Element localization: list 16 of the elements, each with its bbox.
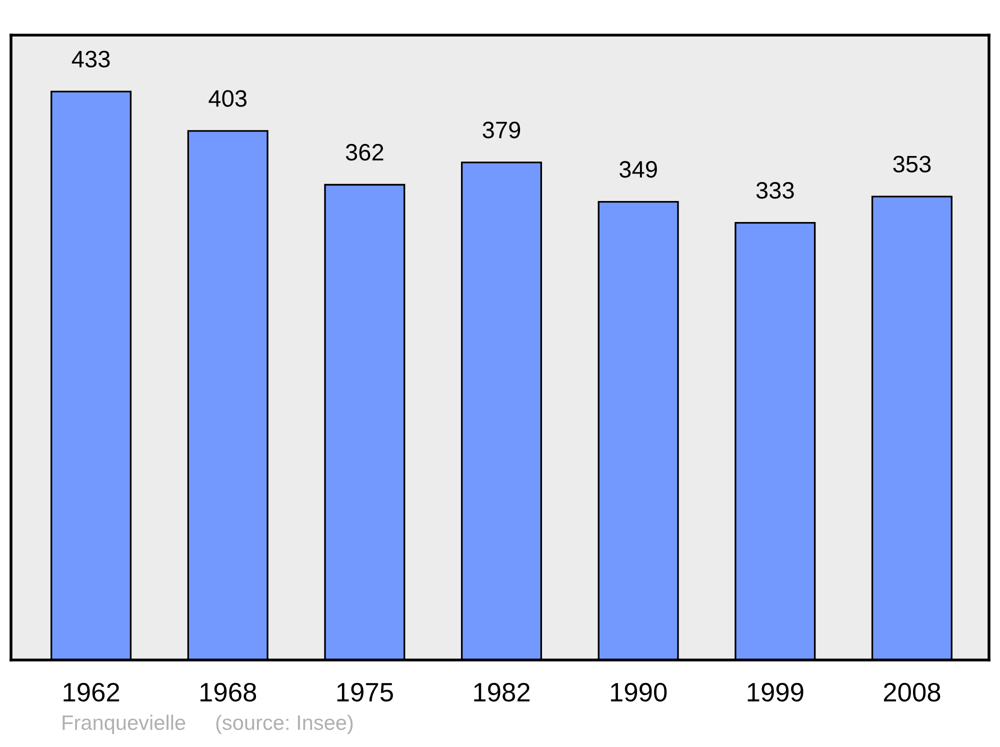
data-label: 379 xyxy=(482,122,520,138)
x-tick-label: 1968 xyxy=(200,682,256,702)
x-tick-label: 1999 xyxy=(748,682,804,702)
data-label: 362 xyxy=(346,144,384,161)
x-tick-label: 2008 xyxy=(884,682,940,702)
x-tick-label: 1975 xyxy=(337,682,393,702)
data-label: 353 xyxy=(893,156,931,172)
data-label: 349 xyxy=(620,160,657,178)
x-tick-label: 1990 xyxy=(610,682,667,702)
text: Franquevielle xyxy=(62,714,186,734)
text: (source: Insee) xyxy=(216,714,353,734)
x-tick-label: 1962 xyxy=(64,682,120,702)
x-tick-label: 1982 xyxy=(474,682,530,702)
data-label: 433 xyxy=(72,50,110,68)
data-label: 403 xyxy=(208,90,247,107)
data-label: 333 xyxy=(756,182,794,199)
